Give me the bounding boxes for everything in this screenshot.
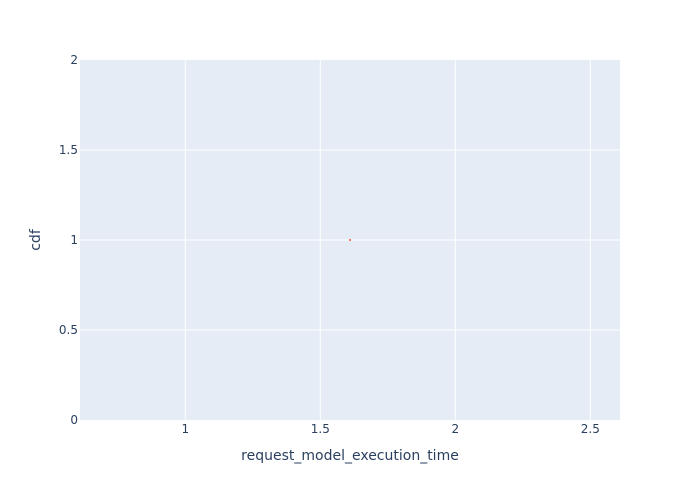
y-tick-label: 0.5	[59, 323, 78, 337]
x-tick-label: 2	[451, 422, 459, 436]
y-tick-labels: 0 0.5 1 1.5 2	[59, 53, 78, 427]
y-axis-title: cdf	[28, 228, 44, 251]
y-tick-label: 0	[70, 413, 78, 427]
x-tick-label: 1.5	[311, 422, 330, 436]
x-tick-label: 2.5	[581, 422, 600, 436]
x-tick-label: 1	[181, 422, 189, 436]
y-tick-label: 1	[70, 233, 78, 247]
y-tick-label: 1.5	[59, 143, 78, 157]
y-tick-label: 2	[70, 53, 78, 67]
x-axis-title: request_model_execution_time	[241, 448, 459, 464]
data-point	[349, 239, 351, 241]
x-tick-labels: 1 1.5 2 2.5	[181, 422, 599, 436]
data-points	[349, 239, 351, 241]
